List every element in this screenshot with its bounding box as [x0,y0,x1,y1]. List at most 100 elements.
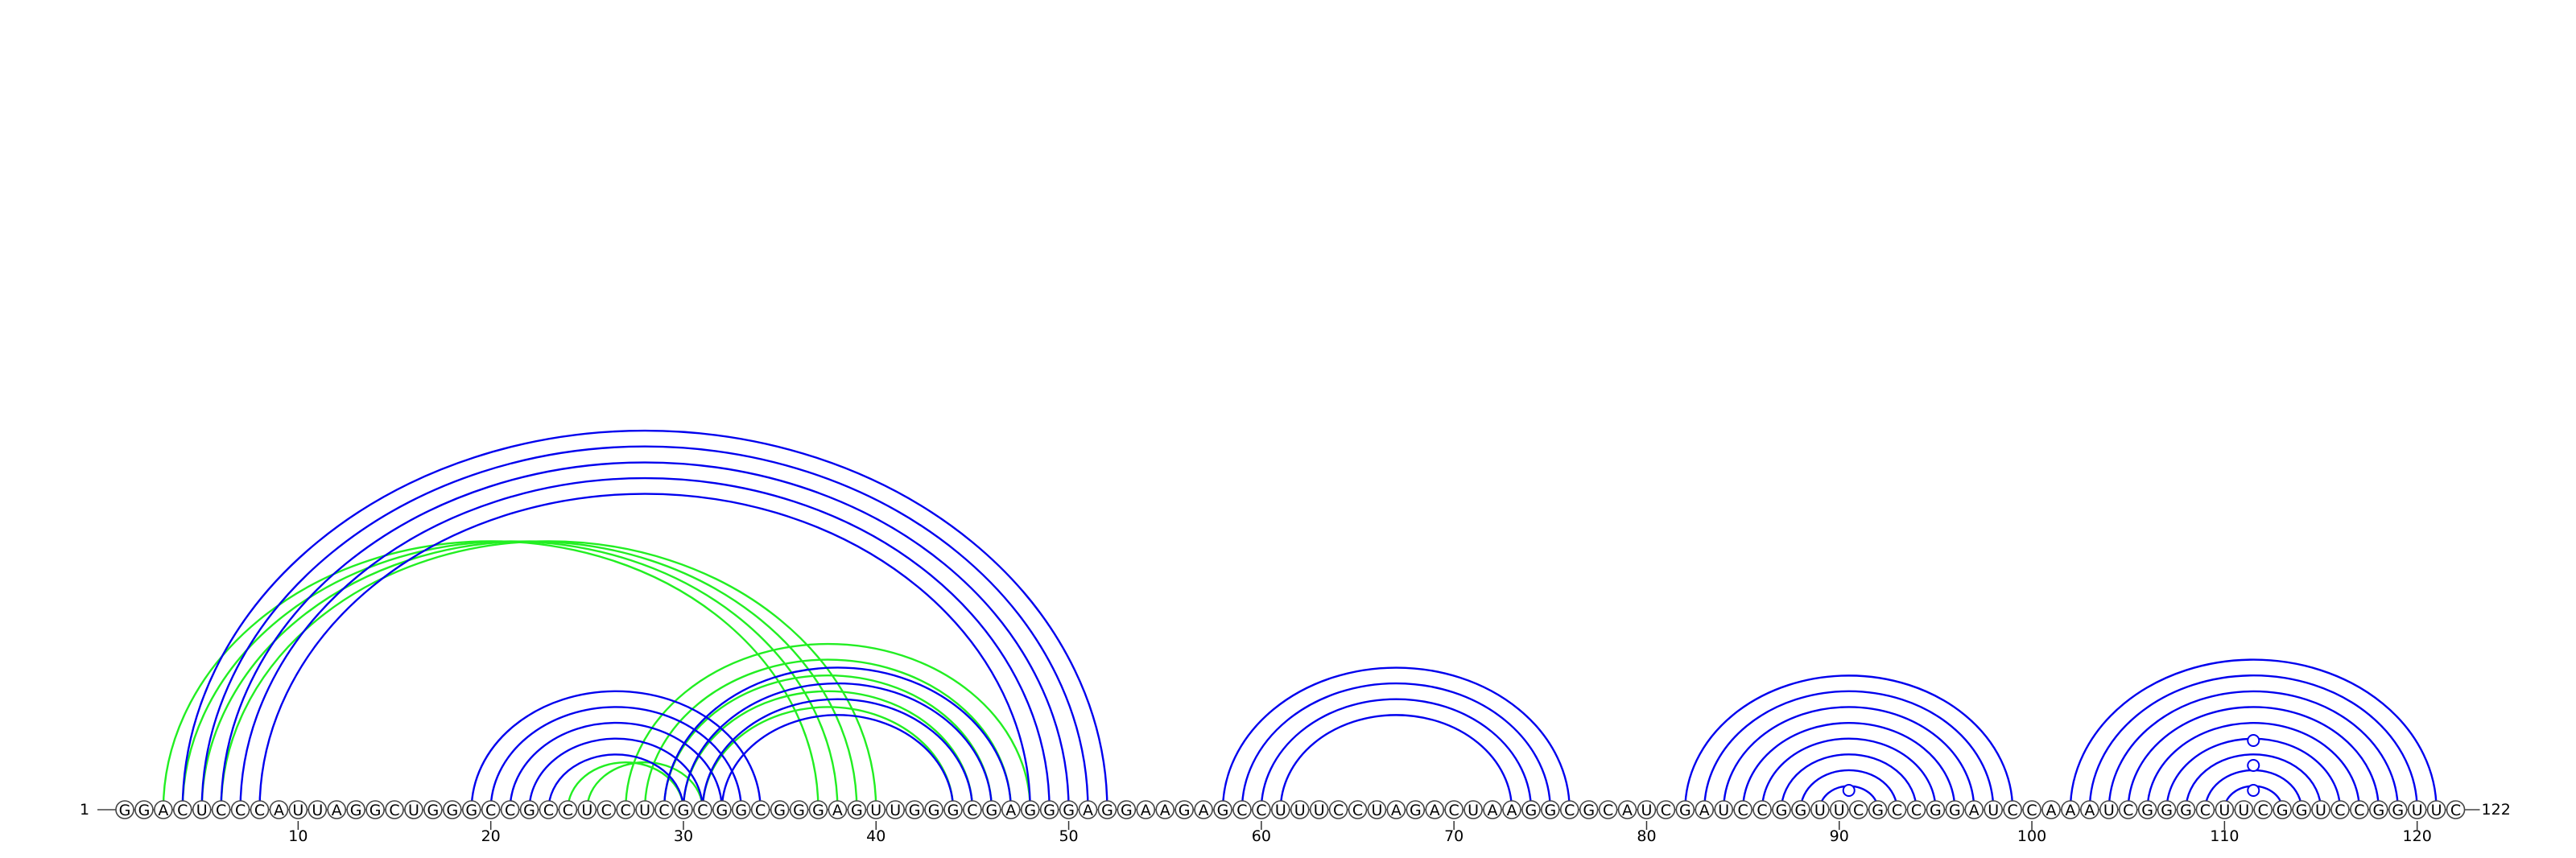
nucleotide-letter: A [1391,802,1402,819]
tick-label: 60 [1252,827,1271,845]
nucleotide: C [1349,801,1367,819]
tick-label: 30 [674,827,693,845]
end-position-label: 122 [2482,801,2511,819]
tick-label: 80 [1637,827,1656,845]
nucleotide-letter: C [2334,802,2345,819]
nucleotide-letter: G [1024,802,1036,819]
nucleotide: U [1272,801,1290,819]
nucleotide-letter: C [1603,802,1613,819]
nucleotide: U [1715,801,1732,819]
nucleotide-letter: A [1005,802,1016,819]
nucleotide-letter: A [1488,802,1498,819]
nucleotide: G [366,801,384,819]
nucleotide: G [906,801,923,819]
nucleotide-letter: A [832,802,843,819]
nucleotide-letter: G [2296,802,2308,819]
nucleotide: C [1330,801,1348,819]
loop-marker [2248,785,2259,796]
nucleotide: A [1484,801,1501,819]
nucleotide-letter: U [890,802,901,819]
nucleotide-letter: A [274,802,284,819]
nucleotide: A [2042,801,2060,819]
nucleotide: C [1600,801,1617,819]
nucleotide-letter: C [177,802,188,819]
nucleotide-letter: G [1101,802,1113,819]
nucleotide-letter: G [446,802,458,819]
nucleotide: G [1792,801,1810,819]
nucleotide: U [2215,801,2233,819]
nucleotide: U [1311,801,1328,819]
nucleotide: G [444,801,461,819]
nucleotide-letter: G [793,802,805,819]
nucleotide-letter: C [1333,802,1344,819]
nucleotide: C [174,801,192,819]
nucleotide: A [1619,801,1637,819]
nucleotide: C [2447,801,2465,819]
nucleotide-letter: G [465,802,477,819]
loop-markers [1843,735,2260,796]
nucleotide-letter: G [909,802,921,819]
nucleotide-letter: G [985,802,997,819]
nucleotide: G [733,801,750,819]
nucleotide-letter: C [2354,802,2364,819]
nucleotide: C [617,801,634,819]
nucleotide: G [791,801,808,819]
nucleotide-letter: U [1275,802,1286,819]
primary-pair-arc-4-52 [183,431,1108,810]
nucleotide-letter: C [2026,802,2037,819]
nucleotide-letter: G [2392,802,2404,819]
nucleotide-letter: U [1641,802,1653,819]
nucleotide: U [886,801,904,819]
nucleotide: C [213,801,230,819]
tick-label: 110 [2210,827,2239,845]
nucleotide-letter: A [1699,802,1710,819]
nucleotide-letter: U [870,802,881,819]
nucleotide: G [2178,801,2195,819]
nucleotide: A [270,801,287,819]
nucleotide: C [482,801,500,819]
nucleotide: U [578,801,596,819]
nucleotide-letter: G [1949,802,1961,819]
primary-pair-arc-107-116 [2167,739,2340,810]
nucleotide-letter: A [1083,802,1093,819]
nucleotide-letter: G [119,802,131,819]
nucleotide-letter: G [350,802,362,819]
nucleotide-letter: C [697,802,708,819]
nucleotide-letter: C [1757,802,1767,819]
nucleotide-letter: G [928,802,940,819]
nucleotide-letter: U [2431,802,2442,819]
nucleotide: G [1676,801,1694,819]
nucleotide: C [502,801,519,819]
nucleotide: A [1195,801,1212,819]
nucleotide: A [2081,801,2099,819]
nucleotide: G [848,801,865,819]
nucleotide: U [1637,801,1655,819]
nucleotide-letter: U [1468,802,1479,819]
nucleotide: G [1773,801,1790,819]
nucleotide: C [1753,801,1771,819]
nucleotide: A [1695,801,1713,819]
nucleotide-letter: G [2277,802,2289,819]
nucleotide: C [597,801,615,819]
nucleotide-letter: C [1236,802,1247,819]
nucleotide-letter: G [1410,802,1422,819]
tick-label: 50 [1059,827,1078,845]
base-pair-arcs [163,431,2437,810]
nucleotide-letter: G [1930,802,1942,819]
tick-label: 40 [866,827,886,845]
nucleotide-letter: U [312,802,323,819]
nucleotide: C [232,801,250,819]
nucleotide-letter: A [332,802,342,819]
nucleotide-letter: U [292,802,303,819]
nucleotide-letter: G [1583,802,1595,819]
nucleotide: U [405,801,423,819]
nucleotide-letter: U [1988,802,1999,819]
nucleotide-letter: G [2141,802,2153,819]
nucleotide-letter: G [427,802,440,819]
tick-label: 90 [1830,827,1849,845]
nucleotide-letter: U [1294,802,1306,819]
nucleotide-letter: C [1256,802,1266,819]
tick-label: 100 [2017,827,2046,845]
tick-label: 120 [2403,827,2432,845]
nucleotide-letter: A [1969,802,1979,819]
